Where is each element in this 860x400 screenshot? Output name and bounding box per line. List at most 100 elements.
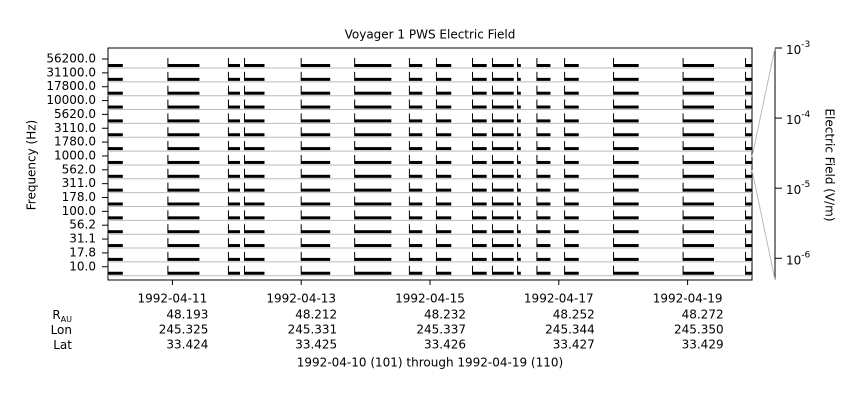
ephemeris-label-text: Lat	[53, 338, 72, 352]
data-segment	[354, 77, 392, 81]
ephemeris-value: 48.232	[424, 308, 466, 322]
data-segment	[301, 202, 331, 206]
data-segment	[613, 133, 639, 137]
data-segment	[409, 147, 423, 151]
data-segment	[745, 91, 752, 95]
data-segment	[409, 133, 423, 137]
ephemeris-label-text: R	[52, 308, 60, 322]
data-segment	[301, 147, 331, 151]
data-segment	[492, 105, 514, 109]
data-segment	[354, 244, 392, 248]
y2-tick-base: 10	[786, 113, 801, 127]
data-segment	[436, 244, 452, 248]
data-segment	[108, 244, 123, 248]
data-segment	[683, 244, 715, 248]
data-segment	[564, 105, 579, 109]
data-segment	[517, 147, 521, 151]
data-segment	[613, 202, 639, 206]
data-segment	[492, 119, 514, 123]
data-segment	[683, 147, 715, 151]
data-segment	[167, 160, 200, 164]
ephemeris-label-text: Lon	[51, 323, 72, 337]
data-segment	[613, 244, 639, 248]
data-segment	[436, 216, 452, 220]
data-segment	[436, 91, 452, 95]
data-segment	[409, 160, 423, 164]
y-tick-label: 1780.0	[54, 135, 96, 149]
data-segment	[108, 119, 123, 123]
data-segment	[536, 133, 551, 137]
data-segment	[409, 119, 423, 123]
data-segment	[517, 91, 521, 95]
data-segment	[745, 271, 752, 275]
data-segment	[244, 133, 265, 137]
y2-tick-label: 10-3	[786, 40, 810, 57]
data-segment	[436, 105, 452, 109]
data-segment	[472, 133, 487, 137]
data-segment	[517, 160, 521, 164]
data-segment	[167, 119, 200, 123]
data-segment	[301, 160, 331, 164]
data-segment	[564, 91, 579, 95]
data-segment	[745, 230, 752, 234]
data-segment	[536, 119, 551, 123]
data-segment	[436, 147, 452, 151]
data-segment	[409, 216, 423, 220]
data-segment	[354, 230, 392, 234]
data-segment	[564, 271, 579, 275]
data-segment	[301, 64, 331, 67]
data-segment	[492, 257, 514, 261]
data-segment	[228, 64, 241, 67]
data-segment	[517, 271, 521, 275]
data-segment	[354, 160, 392, 164]
data-segment	[228, 133, 241, 137]
data-segment	[536, 174, 551, 178]
data-segment	[354, 133, 392, 137]
data-segment	[492, 230, 514, 234]
y-tick-label: 31100.0	[46, 65, 96, 79]
data-segment	[228, 202, 241, 206]
data-segment	[492, 174, 514, 178]
data-segment	[683, 77, 715, 81]
data-segment	[244, 216, 265, 220]
data-segment	[301, 105, 331, 109]
data-segment	[472, 91, 487, 95]
data-segment	[564, 188, 579, 192]
data-segment	[228, 216, 241, 220]
data-segment	[536, 216, 551, 220]
data-segment	[613, 216, 639, 220]
data-segment	[564, 216, 579, 220]
data-segment	[613, 160, 639, 164]
data-segment	[108, 91, 123, 95]
data-segment	[228, 244, 241, 248]
data-segment	[683, 174, 715, 178]
y-tick-label: 3110.0	[54, 121, 96, 135]
chart-title: Voyager 1 PWS Electric Field	[345, 28, 516, 42]
footer: 1992-04-10 (101) through 1992-04-19 (110…	[297, 356, 563, 370]
data-segment	[228, 147, 241, 151]
ephemeris-value: 48.212	[295, 308, 337, 322]
data-segment	[517, 119, 521, 123]
data-segment	[228, 230, 241, 234]
data-segment	[301, 257, 331, 261]
data-segment	[472, 160, 487, 164]
data-segment	[536, 257, 551, 261]
data-segment	[613, 230, 639, 234]
data-segment	[301, 188, 331, 192]
data-segment	[108, 216, 123, 220]
data-segment	[745, 119, 752, 123]
data-segment	[517, 202, 521, 206]
data-segment	[108, 257, 123, 261]
data-segment	[244, 64, 265, 67]
data-segment	[301, 119, 331, 123]
zoom-line	[751, 47, 776, 158]
data-segment	[244, 230, 265, 234]
data-segment	[613, 271, 639, 275]
data-segment	[745, 188, 752, 192]
data-segment	[436, 271, 452, 275]
data-segment	[244, 271, 265, 275]
data-segment	[436, 64, 452, 67]
data-segment	[436, 119, 452, 123]
data-segment	[244, 188, 265, 192]
